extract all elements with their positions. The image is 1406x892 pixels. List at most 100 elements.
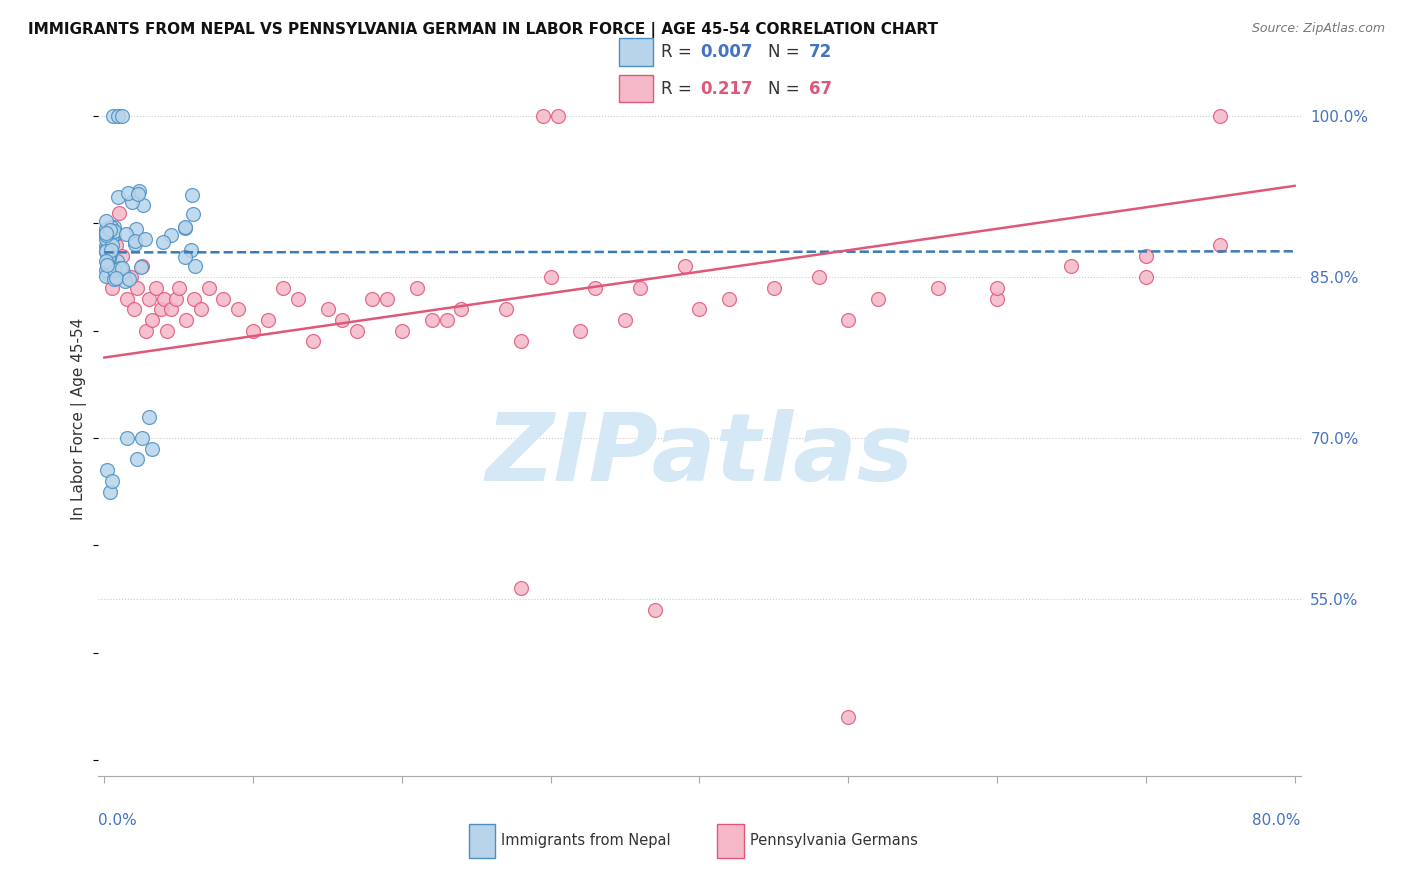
Point (1209, 109, 1232, 123)
Point (94, 226, 117, 240)
Point (1135, 270, 1157, 285)
Point (94, 244, 117, 259)
Text: 67: 67 (810, 80, 832, 98)
Point (152, 235, 174, 249)
Point (120, 270, 142, 285)
Point (105, 238, 128, 252)
Point (94, 222, 117, 236)
Point (96, 463, 118, 477)
Point (807, 270, 830, 285)
Point (101, 474, 124, 488)
Point (614, 313, 637, 327)
Point (316, 302, 339, 317)
Point (111, 109, 134, 123)
Point (226, 302, 249, 317)
Point (98, 484, 121, 499)
Point (927, 281, 949, 295)
Point (111, 249, 134, 263)
Point (184, 259, 207, 273)
Point (391, 324, 413, 338)
Point (583, 281, 606, 295)
Point (145, 281, 167, 295)
Text: R =: R = (661, 80, 702, 98)
Y-axis label: In Labor Force | Age 45-54: In Labor Force | Age 45-54 (70, 318, 87, 520)
Point (115, 431, 138, 445)
FancyBboxPatch shape (468, 823, 495, 858)
Point (174, 221, 197, 235)
Point (212, 292, 235, 306)
Point (837, 710, 859, 724)
Point (510, 334, 533, 349)
Point (346, 324, 368, 338)
Point (141, 442, 163, 456)
Point (450, 302, 472, 317)
Point (96, 226, 118, 240)
Text: IMMIGRANTS FROM NEPAL VS PENNSYLVANIA GERMAN IN LABOR FORCE | AGE 45-54 CORRELAT: IMMIGRANTS FROM NEPAL VS PENNSYLVANIA GE… (28, 22, 938, 38)
Point (510, 581, 533, 595)
Point (301, 334, 323, 349)
Point (540, 270, 562, 285)
Point (131, 260, 153, 274)
Point (96, 241, 118, 255)
Point (122, 302, 145, 317)
Point (103, 272, 125, 286)
Point (160, 227, 183, 242)
Point (375, 292, 398, 306)
Point (98, 247, 121, 261)
Point (174, 313, 197, 327)
Text: R =: R = (661, 43, 697, 61)
Text: 80.0%: 80.0% (1253, 814, 1301, 828)
Point (436, 313, 458, 327)
Text: Source: ZipAtlas.com: Source: ZipAtlas.com (1251, 22, 1385, 36)
Point (110, 260, 132, 275)
Point (94, 244, 117, 259)
Point (495, 302, 517, 317)
Point (98, 268, 121, 282)
Point (174, 250, 197, 264)
Point (718, 292, 741, 306)
Point (156, 324, 179, 338)
Point (101, 228, 124, 243)
Point (100, 220, 122, 235)
Point (107, 189, 129, 203)
FancyBboxPatch shape (620, 38, 654, 65)
Point (100, 223, 122, 237)
Point (153, 292, 176, 306)
Text: N =: N = (768, 43, 804, 61)
Point (115, 292, 138, 306)
Text: 72: 72 (810, 43, 832, 61)
FancyBboxPatch shape (717, 823, 744, 858)
Point (762, 281, 785, 295)
Point (101, 237, 124, 252)
Point (110, 260, 132, 275)
Point (181, 206, 204, 220)
Point (103, 109, 125, 123)
Point (121, 194, 143, 209)
Text: 0.007: 0.007 (700, 43, 752, 61)
Point (986, 292, 1008, 306)
Point (138, 292, 160, 306)
Point (361, 292, 384, 306)
Point (105, 253, 128, 268)
Point (165, 292, 187, 306)
Point (183, 292, 205, 306)
FancyBboxPatch shape (620, 76, 654, 103)
Point (118, 272, 141, 286)
Point (94, 262, 117, 277)
Text: ZIPatlas: ZIPatlas (485, 409, 914, 501)
Point (160, 302, 183, 317)
Point (127, 187, 149, 202)
Point (190, 302, 212, 317)
Point (97, 226, 120, 240)
Point (94, 269, 117, 284)
Point (149, 302, 172, 317)
Point (688, 302, 710, 317)
Point (531, 109, 554, 123)
Point (405, 281, 427, 295)
Point (98, 251, 121, 265)
Point (96, 227, 118, 241)
Point (94, 239, 117, 253)
Point (105, 270, 128, 285)
Text: N =: N = (768, 80, 804, 98)
Point (837, 313, 859, 327)
